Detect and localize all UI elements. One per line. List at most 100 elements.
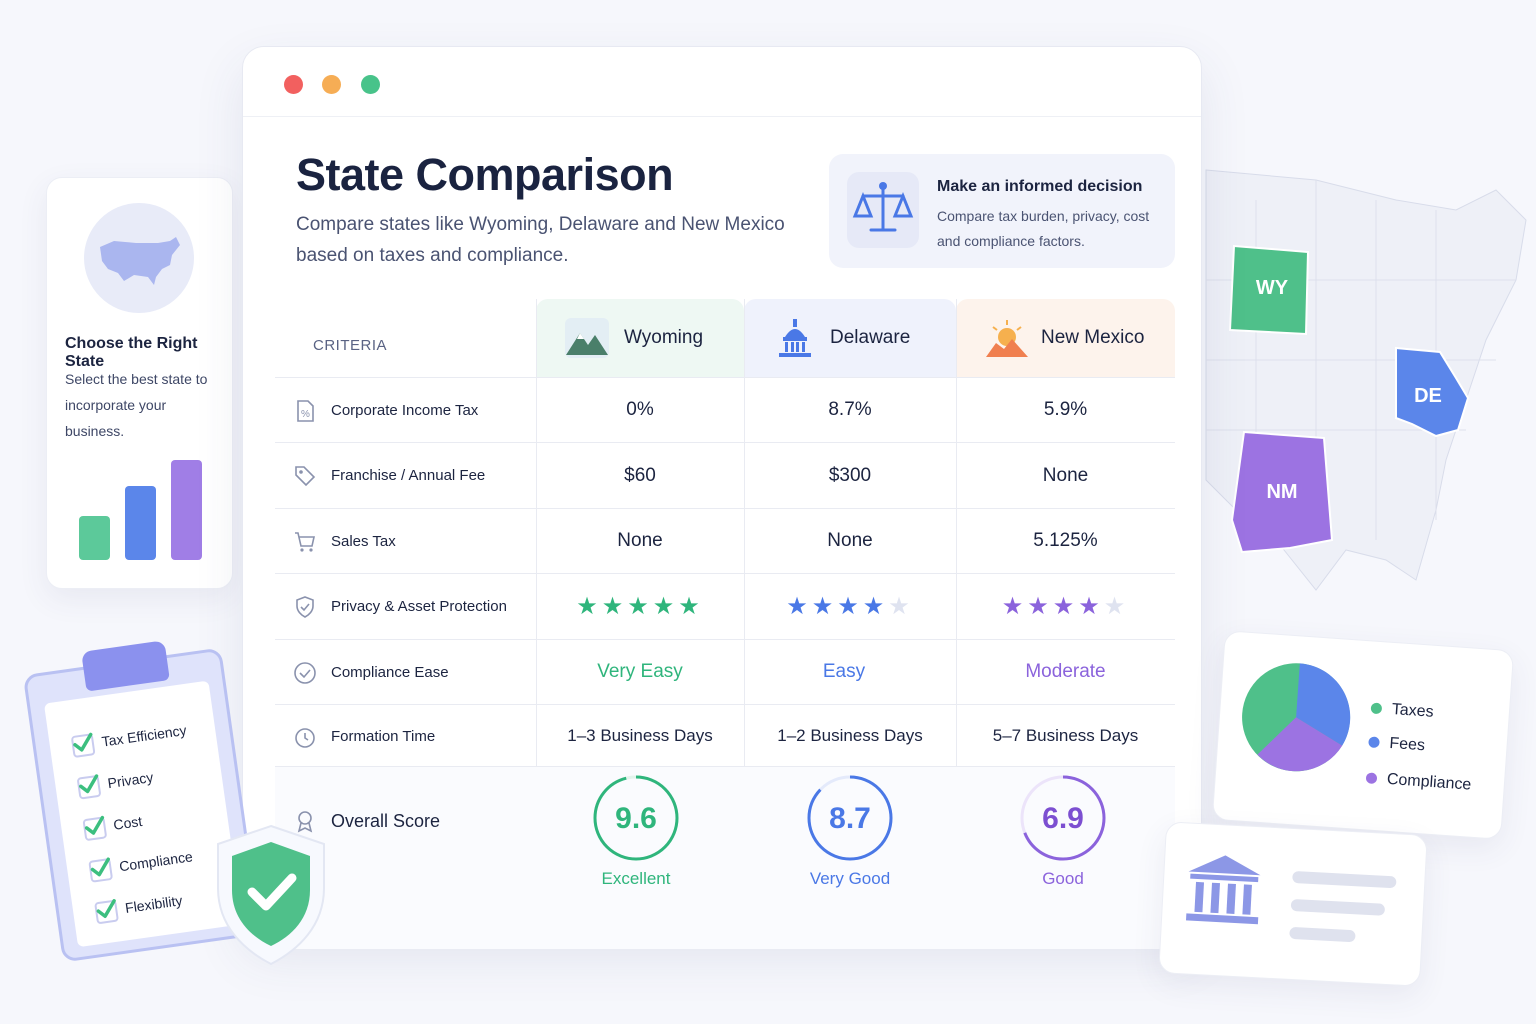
checklist-item: Cost — [82, 811, 143, 842]
comparison-window: State Comparison Compare states like Wyo… — [242, 46, 1202, 949]
score-value: 9.6 — [615, 802, 657, 835]
capitol-icon — [779, 319, 811, 357]
star-filled-icon: ★ — [837, 593, 863, 620]
shield-check-icon — [296, 596, 314, 618]
column-header-wyoming-label: Wyoming — [624, 327, 704, 348]
choose-state-text: Select the best state to incorporate you… — [65, 371, 208, 439]
rating-delaware: ★★★★★ — [744, 592, 956, 621]
cell-wyoming: 1–3 Business Days — [567, 726, 713, 745]
clock-icon — [295, 728, 315, 748]
score-delaware: 8.7 Very Good — [744, 773, 956, 889]
checklist-item: Flexibility — [94, 890, 184, 925]
cell-new-mexico: 5.9% — [1043, 399, 1088, 420]
chart-bar-purple — [171, 460, 202, 560]
pie-chart — [1242, 663, 1351, 772]
table-row-compliance-ease: Compliance Ease Very Easy Easy Moderate — [275, 639, 1175, 704]
table-row-overall-score: Overall Score 9.6 Excellent 8.7 Very Goo… — [275, 766, 1175, 949]
window-titlebar — [243, 47, 1201, 117]
legend-taxes: Taxes — [1370, 700, 1434, 722]
star-filled-icon: ★ — [1052, 593, 1079, 620]
row-label: Formation Time — [331, 728, 436, 745]
pie-chart-card: Taxes Fees Compliance — [1211, 630, 1515, 840]
checklist-item: Privacy — [76, 767, 155, 800]
table-row-privacy: Privacy & Asset Protection ★★★★★ ★★★★★ ★… — [275, 573, 1175, 639]
us-map-illustration: WY DE NM — [1205, 169, 1527, 591]
cell-delaware: Easy — [822, 661, 866, 682]
check-circle-icon — [294, 662, 316, 684]
row-label: Compliance Ease — [331, 664, 449, 681]
mountain-icon — [565, 318, 609, 358]
cell-delaware: 8.7% — [828, 399, 872, 420]
percent-doc-icon: % — [297, 400, 314, 422]
tag-icon — [295, 466, 316, 487]
map-label-de: DE — [1414, 385, 1442, 407]
cell-new-mexico: 5–7 Business Days — [992, 726, 1139, 745]
rating-new-mexico: ★★★★★ — [956, 592, 1175, 621]
column-header-wyoming: Wyoming — [536, 299, 744, 377]
column-header-new-mexico-label: New Mexico — [1041, 327, 1145, 348]
checklist-item: Tax Efficiency — [70, 720, 188, 759]
checklist-item: Compliance — [88, 847, 194, 883]
cart-icon — [295, 532, 315, 552]
star-filled-icon: ★ — [601, 593, 628, 620]
row-label: Franchise / Annual Fee — [331, 467, 486, 484]
score-new-mexico: 6.9 Good — [956, 773, 1170, 889]
checkmark-icon — [70, 732, 96, 759]
page-subtitle: Compare states like Wyoming, Delaware an… — [296, 214, 785, 266]
legend-compliance: Compliance — [1365, 769, 1472, 794]
checkmark-icon — [94, 899, 119, 925]
usa-map-icon — [84, 203, 194, 313]
star-filled-icon: ★ — [1078, 593, 1104, 620]
column-header-new-mexico: New Mexico — [956, 299, 1175, 377]
cell-new-mexico: Moderate — [1025, 661, 1106, 682]
award-icon — [297, 811, 313, 833]
rating-wyoming: ★★★★★ — [536, 592, 744, 621]
table-row-sales-tax: Sales Tax None None 5.125% — [275, 508, 1175, 573]
info-card-title: Make an informed decision — [937, 178, 1143, 195]
score-value: 6.9 — [1042, 802, 1084, 835]
legend-fees: Fees — [1368, 733, 1426, 755]
score-label: Very Good — [809, 869, 891, 888]
cell-wyoming: 0% — [626, 399, 654, 420]
row-label: Privacy & Asset Protection — [331, 598, 507, 615]
cell-wyoming: Very Easy — [597, 661, 683, 682]
column-header-delaware: Delaware — [744, 299, 956, 377]
star-filled-icon: ★ — [1001, 593, 1028, 620]
row-label: Sales Tax — [331, 533, 396, 550]
bank-icon — [1185, 855, 1261, 925]
table-row-formation-time: Formation Time 1–3 Business Days 1–2 Bus… — [275, 704, 1175, 766]
minimize-window-button[interactable] — [322, 75, 341, 94]
info-card-text: Compare tax burden, privacy, cost and co… — [937, 208, 1150, 249]
cell-delaware: 1–2 Business Days — [777, 726, 923, 745]
score-value: 8.7 — [829, 802, 871, 835]
cell-new-mexico: None — [1042, 465, 1089, 486]
star-filled-icon: ★ — [678, 593, 704, 620]
bank-card — [1158, 821, 1428, 987]
checkmark-icon — [76, 774, 102, 800]
desert-sun-icon — [986, 320, 1028, 357]
table-row-corporate-income-tax: % Corporate Income Tax 0% 8.7% 5.9% — [275, 377, 1175, 442]
cell-new-mexico: 5.125% — [1033, 530, 1098, 551]
star-filled-icon: ★ — [811, 593, 838, 620]
score-wyoming: 9.6 Excellent — [536, 773, 736, 889]
criteria-header: CRITERIA — [313, 337, 388, 354]
cell-wyoming: $60 — [624, 465, 656, 486]
column-header-delaware-label: Delaware — [830, 327, 911, 348]
map-label-nm: NM — [1266, 481, 1297, 503]
chart-bar-blue — [125, 486, 156, 560]
star-empty-icon: ★ — [1103, 593, 1130, 620]
star-filled-icon: ★ — [576, 593, 602, 620]
clipboard-clip — [81, 640, 170, 692]
score-label: Excellent — [601, 869, 671, 888]
table-row-franchise-fee: Franchise / Annual Fee $60 $300 None — [275, 442, 1175, 508]
row-label-overall: Overall Score — [331, 811, 441, 831]
choose-state-card: Choose the Right State Select the best s… — [46, 177, 233, 589]
star-filled-icon: ★ — [862, 593, 889, 620]
info-card: Make an informed decision Compare tax bu… — [829, 154, 1175, 268]
cell-wyoming: None — [617, 530, 663, 551]
close-window-button[interactable] — [284, 75, 303, 94]
maximize-window-button[interactable] — [361, 75, 380, 94]
scale-icon — [847, 172, 919, 248]
star-filled-icon: ★ — [627, 593, 653, 620]
star-filled-icon: ★ — [786, 593, 812, 620]
